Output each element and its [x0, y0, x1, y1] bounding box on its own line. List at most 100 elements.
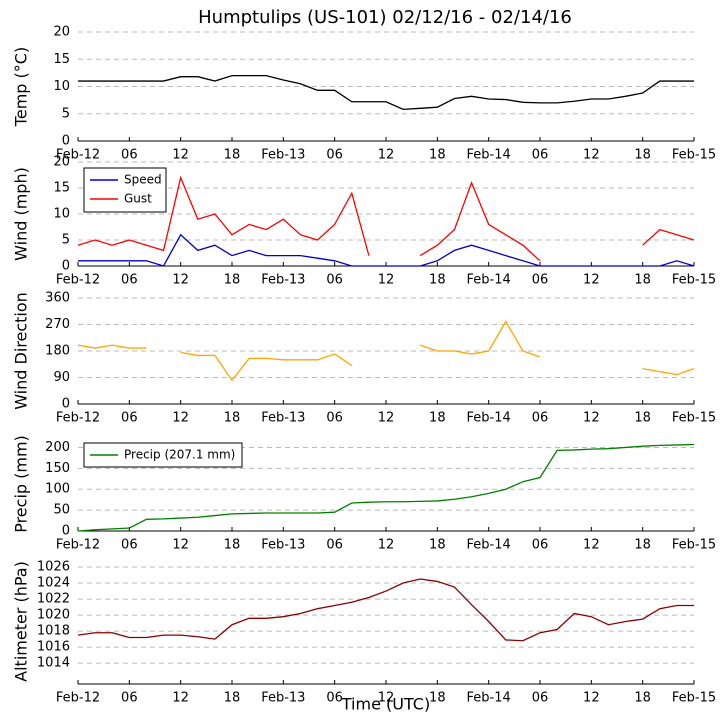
x-tick-label: 06: [532, 273, 549, 288]
y-tick-label: 15: [53, 181, 70, 196]
y-tick-label: 10: [53, 207, 70, 222]
y-axis-label: Wind (mph): [12, 167, 31, 261]
x-tick-label: 12: [172, 691, 189, 706]
x-tick-label: 18: [429, 273, 446, 288]
y-tick-label: 270: [45, 317, 70, 332]
x-tick-label: 06: [121, 691, 138, 706]
x-tick-label: 06: [121, 411, 138, 426]
x-tick-label: 06: [121, 538, 138, 553]
x-tick-label: 18: [224, 148, 241, 163]
x-tick-label: 18: [429, 538, 446, 553]
x-tick-label: 18: [634, 411, 651, 426]
y-tick-label: 10: [53, 79, 70, 94]
x-tick-label: 06: [532, 148, 549, 163]
y-tick-label: 1018: [37, 624, 70, 639]
x-tick-label: 18: [634, 691, 651, 706]
y-tick-label: 0: [62, 134, 70, 149]
x-tick-label: Feb-15: [672, 411, 716, 426]
x-tick-label: 18: [634, 538, 651, 553]
x-tick-label: 18: [224, 273, 241, 288]
x-tick-label: 06: [326, 538, 343, 553]
x-tick-label: 06: [532, 538, 549, 553]
x-tick-label: Feb-14: [467, 273, 511, 288]
y-tick-label: 1024: [37, 576, 70, 591]
y-tick-label: 100: [45, 482, 70, 497]
y-tick-label: 1022: [37, 592, 70, 607]
x-tick-label: 12: [172, 538, 189, 553]
y-axis-label: Wind Direction: [12, 292, 31, 410]
x-tick-label: 12: [172, 148, 189, 163]
y-tick-label: 15: [53, 52, 70, 67]
x-tick-label: 12: [583, 538, 600, 553]
x-tick-label: 06: [326, 411, 343, 426]
x-tick-label: Feb-13: [261, 691, 305, 706]
x-tick-label: 18: [224, 538, 241, 553]
x-tick-label: 12: [378, 148, 395, 163]
x-tick-label: 12: [172, 411, 189, 426]
x-tick-label: Feb-12: [56, 411, 100, 426]
x-tick-label: Feb-13: [261, 148, 305, 163]
y-tick-label: 0: [62, 524, 70, 539]
x-tick-label: 18: [224, 411, 241, 426]
x-tick-label: 12: [378, 538, 395, 553]
legend: Speed Gust: [83, 167, 167, 213]
data-line: [77, 344, 147, 349]
x-tick-label: 18: [429, 691, 446, 706]
x-tick-label: 06: [532, 691, 549, 706]
x-tick-label: 12: [583, 411, 600, 426]
y-axis-label: Altimeter (hPa): [12, 561, 31, 682]
x-tick-label: Feb-12: [56, 691, 100, 706]
y-tick-label: 20: [53, 25, 70, 40]
data-line: [78, 233, 695, 267]
y-tick-label: 50: [53, 503, 70, 518]
x-tick-label: 18: [429, 411, 446, 426]
y-tick-label: 150: [45, 461, 70, 476]
data-line: [78, 74, 694, 111]
x-tick-label: 18: [224, 691, 241, 706]
legend-label: Speed: [124, 173, 162, 187]
y-tick-label: 90: [53, 370, 70, 385]
y-tick-label: 20: [53, 155, 70, 170]
x-tick-label: Feb-15: [672, 538, 716, 553]
x-tick-label: 12: [378, 273, 395, 288]
x-tick-label: Feb-14: [467, 411, 511, 426]
x-tick-label: Feb-14: [467, 538, 511, 553]
y-tick-label: 5: [62, 106, 70, 121]
x-tick-label: 18: [429, 148, 446, 163]
x-tick-label: 12: [583, 273, 600, 288]
x-tick-label: Feb-13: [261, 411, 305, 426]
y-tick-label: 180: [45, 344, 70, 359]
y-tick-label: 360: [45, 291, 70, 306]
x-tick-label: Feb-12: [56, 273, 100, 288]
x-tick-label: Feb-13: [261, 273, 305, 288]
legend-box: [83, 167, 167, 213]
y-axis-label: Precip (mm): [12, 435, 31, 533]
x-tick-label: 18: [634, 148, 651, 163]
x-tick-label: 06: [326, 691, 343, 706]
legend-label: Gust: [124, 192, 152, 206]
x-tick-label: 12: [172, 273, 189, 288]
data-line: [420, 320, 541, 358]
x-axis-label: Time (UTC): [341, 695, 430, 714]
x-tick-label: Feb-14: [467, 148, 511, 163]
data-line: [77, 443, 695, 532]
data-line: [180, 351, 353, 382]
x-tick-label: Feb-14: [467, 691, 511, 706]
x-tick-label: Feb-15: [672, 148, 716, 163]
legend: Precip (207.1 mm): [83, 442, 243, 468]
y-tick-label: 200: [45, 440, 70, 455]
x-tick-label: 12: [583, 691, 600, 706]
data-line: [77, 578, 694, 642]
data-line: [419, 181, 541, 262]
data-line: [642, 228, 695, 246]
y-axis-label: Temp (°C): [12, 47, 31, 127]
x-tick-label: 06: [326, 273, 343, 288]
x-tick-label: 06: [121, 148, 138, 163]
y-tick-label: 1026: [37, 560, 70, 575]
x-tick-label: 12: [378, 691, 395, 706]
x-tick-label: 12: [583, 148, 600, 163]
x-tick-label: 06: [121, 273, 138, 288]
y-tick-label: 1016: [37, 640, 70, 655]
legend-label: Precip (207.1 mm): [124, 448, 235, 462]
